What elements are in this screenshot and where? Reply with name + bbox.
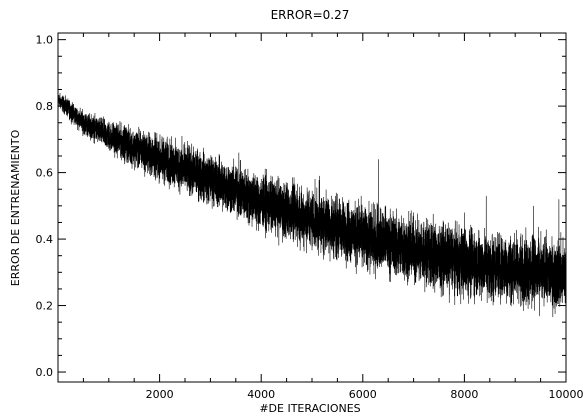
y-axis-label: ERROR DE ENTRENAMIENTO bbox=[9, 129, 22, 286]
x-tick-label: 10000 bbox=[549, 388, 584, 401]
y-tick-label: 0.2 bbox=[36, 300, 54, 313]
y-tick-label: 0.6 bbox=[36, 167, 54, 180]
y-tick-label: 0.0 bbox=[36, 366, 54, 379]
y-tick-label: 0.8 bbox=[36, 100, 54, 113]
y-tick-label: 1.0 bbox=[36, 34, 54, 47]
x-tick-label: 8000 bbox=[450, 388, 478, 401]
x-tick-label: 4000 bbox=[247, 388, 275, 401]
x-axis-label: #DE ITERACIONES bbox=[259, 402, 360, 415]
series-line-0 bbox=[57, 93, 567, 318]
data-layer bbox=[57, 93, 567, 318]
x-tick-label: 6000 bbox=[349, 388, 377, 401]
y-tick-label: 0.4 bbox=[36, 233, 54, 246]
tick-layer: 0.0 0.2 0.4 0.6 0.8 1.0 2000 4000 6000 8000 10000 bbox=[36, 33, 584, 401]
chart-title: ERROR=0.27 bbox=[271, 8, 350, 22]
x-tick-label: 2000 bbox=[146, 388, 174, 401]
